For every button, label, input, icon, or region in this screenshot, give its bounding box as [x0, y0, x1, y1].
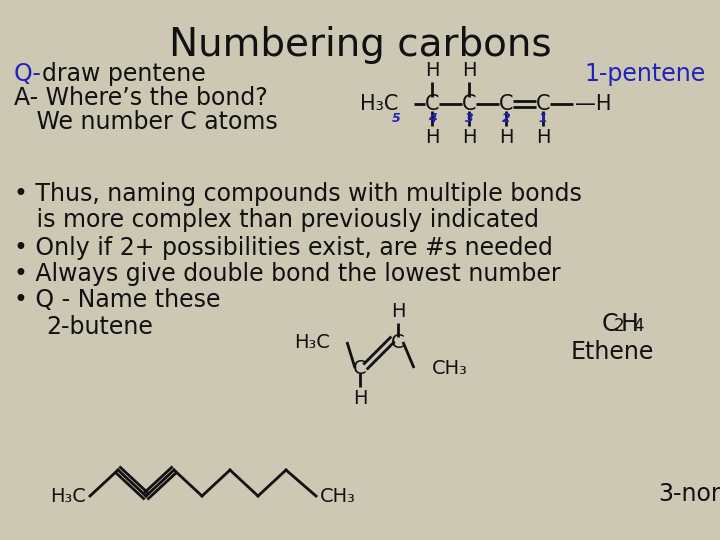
Text: 2-butene: 2-butene — [47, 315, 153, 339]
Text: • Thus, naming compounds with multiple bonds: • Thus, naming compounds with multiple b… — [14, 182, 582, 206]
Text: CH₃: CH₃ — [320, 487, 356, 505]
Text: CH₃: CH₃ — [432, 359, 468, 377]
Text: H₃C: H₃C — [50, 487, 86, 505]
Text: draw pentene: draw pentene — [42, 62, 206, 86]
Text: • Always give double bond the lowest number: • Always give double bond the lowest num… — [14, 262, 561, 286]
Text: • Only if 2+ possibilities exist, are #s needed: • Only if 2+ possibilities exist, are #s… — [14, 236, 553, 260]
Text: H: H — [425, 61, 439, 80]
Text: C: C — [425, 94, 439, 114]
Text: 4: 4 — [633, 317, 644, 335]
Text: H: H — [462, 61, 476, 80]
Text: H: H — [621, 312, 639, 336]
Text: C: C — [354, 359, 366, 377]
Text: • Q - Name these: • Q - Name these — [14, 288, 220, 312]
Text: A- Where’s the bond?: A- Where’s the bond? — [14, 86, 268, 110]
Text: H: H — [353, 389, 367, 408]
Text: C: C — [462, 94, 476, 114]
Text: Q-: Q- — [14, 62, 42, 86]
Text: C: C — [602, 312, 618, 336]
Text: 3: 3 — [464, 112, 473, 125]
Text: 1-pentene: 1-pentene — [585, 62, 706, 86]
Text: Numbering carbons: Numbering carbons — [168, 26, 552, 64]
Text: C: C — [391, 333, 405, 352]
Text: —H: —H — [575, 94, 611, 114]
Text: H₃C: H₃C — [294, 333, 330, 352]
Text: H: H — [536, 128, 550, 147]
Text: 5: 5 — [392, 112, 400, 125]
Text: 4: 4 — [428, 112, 436, 125]
Text: Ethene: Ethene — [570, 340, 654, 364]
Text: H: H — [425, 128, 439, 147]
Text: H₃C: H₃C — [359, 94, 398, 114]
Text: 3-nonyne: 3-nonyne — [658, 482, 720, 506]
Text: H: H — [462, 128, 476, 147]
Text: 2: 2 — [614, 317, 625, 335]
Text: H: H — [391, 302, 405, 321]
Text: 1: 1 — [539, 112, 547, 125]
Text: C: C — [536, 94, 550, 114]
Text: C: C — [499, 94, 513, 114]
Text: 2: 2 — [502, 112, 510, 125]
Text: is more complex than previously indicated: is more complex than previously indicate… — [14, 208, 539, 232]
Text: H: H — [499, 128, 513, 147]
Text: We number C atoms: We number C atoms — [14, 110, 278, 134]
